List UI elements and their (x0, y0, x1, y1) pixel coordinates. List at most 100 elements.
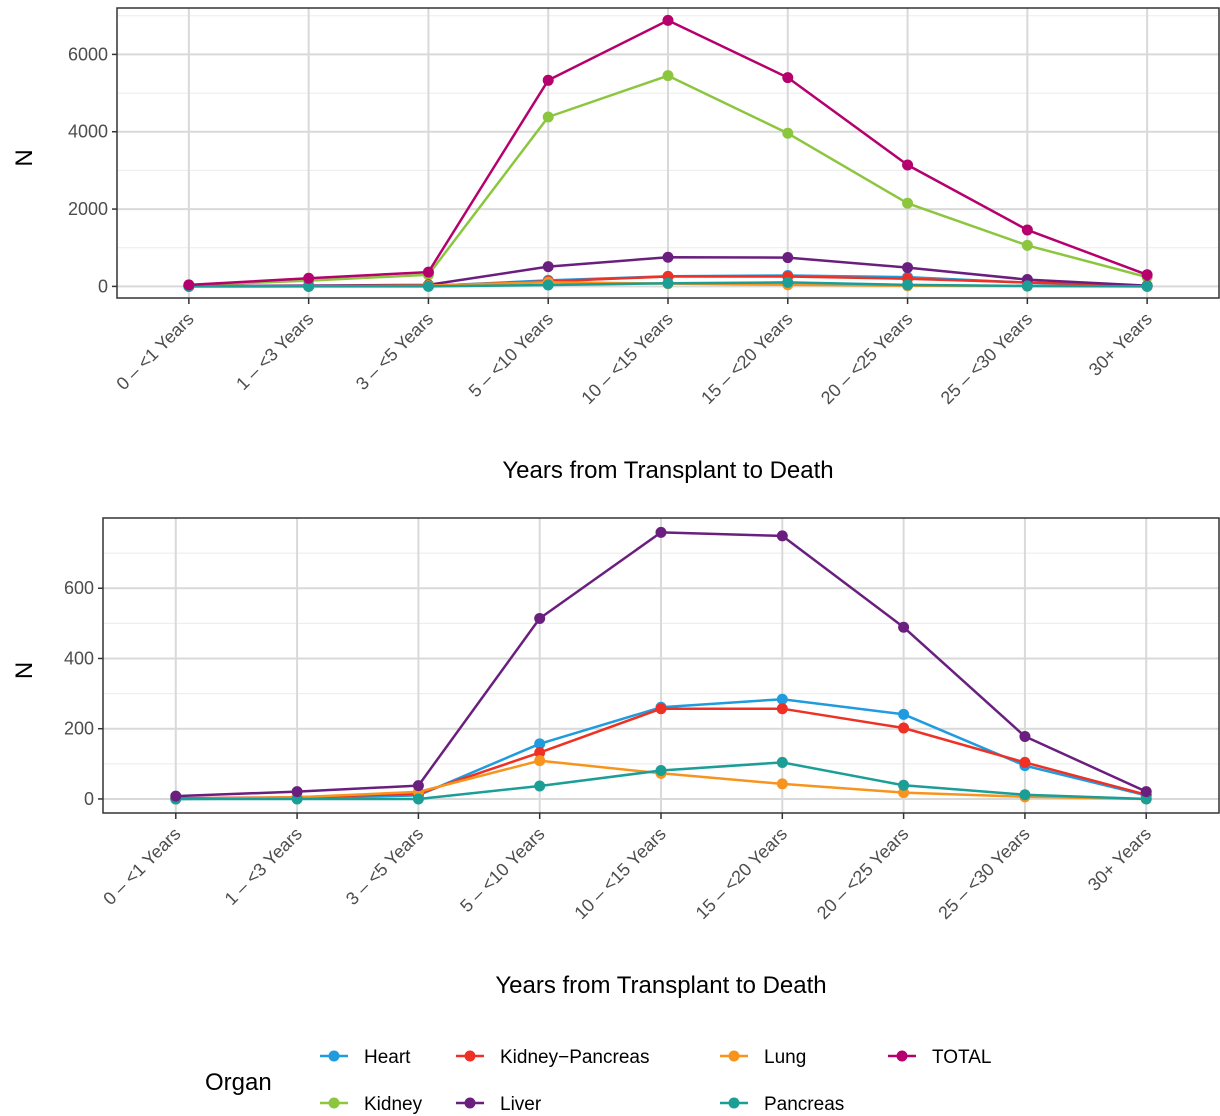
legend-key-dot-liver (464, 1097, 476, 1109)
x-tick-label: 10 – <15 Years (570, 824, 669, 923)
data-point-pancreas (776, 756, 788, 768)
data-point-kidney-pancreas (776, 703, 788, 715)
x-tick-label: 15 – <20 Years (697, 309, 796, 408)
legend-key-dot-heart (328, 1050, 340, 1062)
x-tick-label: 1 – <3 Years (221, 824, 306, 909)
legend-label-total: TOTAL (932, 1047, 991, 1068)
y-tick-label: 400 (64, 648, 94, 668)
x-tick-label: 5 – <10 Years (456, 824, 548, 916)
data-point-pancreas (898, 779, 910, 791)
legend-key-dot-kidney-pancreas (464, 1050, 476, 1062)
x-tick-label: 1 – <3 Years (232, 309, 317, 394)
data-point-liver (1019, 730, 1031, 742)
x-tick-label: 3 – <5 Years (342, 824, 427, 909)
y-axis-title: N (11, 662, 38, 679)
data-point-liver (655, 526, 667, 538)
data-point-kidney-pancreas (898, 722, 910, 734)
data-point-pancreas (534, 780, 546, 792)
data-point-kidney (1021, 239, 1033, 251)
data-point-kidney-pancreas (534, 747, 546, 759)
data-point-total (782, 72, 794, 84)
y-tick-label: 0 (84, 789, 94, 809)
data-point-liver (782, 252, 794, 264)
legend-label-kidney-pancreas: Kidney−Pancreas (500, 1047, 649, 1068)
data-point-kidney-pancreas (655, 703, 667, 715)
legend-label-pancreas: Pancreas (764, 1094, 844, 1115)
data-point-kidney (902, 197, 914, 209)
x-tick-label: 20 – <25 Years (813, 824, 912, 923)
x-axis-title: Years from Transplant to Death (502, 457, 833, 484)
legend-key-dot-lung (728, 1050, 740, 1062)
data-point-pancreas (782, 276, 794, 288)
data-point-kidney-pancreas (1019, 756, 1031, 768)
legend: Organ Heart Kidney Kidney−Pancreas Liver Lung… (205, 1047, 991, 1115)
data-point-pancreas (1019, 789, 1031, 801)
data-point-pancreas (902, 279, 914, 291)
data-point-total (422, 266, 434, 278)
x-tick-label: 0 – <1 Years (112, 309, 197, 394)
legend-key-dot-pancreas (728, 1097, 740, 1109)
x-tick-label: 30+ Years (1084, 824, 1155, 895)
x-axis-title: Years from Transplant to Death (495, 972, 826, 999)
x-tick-label: 0 – <1 Years (99, 824, 184, 909)
data-point-heart (776, 693, 788, 705)
data-point-kidney (782, 127, 794, 139)
data-point-liver (542, 261, 554, 273)
data-point-pancreas (655, 765, 667, 777)
data-point-liver (412, 780, 424, 792)
legend-title: Organ (205, 1069, 272, 1096)
data-point-liver (291, 786, 303, 798)
data-point-kidney (662, 70, 674, 82)
x-tick-label: 10 – <15 Years (577, 309, 676, 408)
data-point-lung (776, 778, 788, 790)
x-tick-label: 25 – <30 Years (934, 824, 1033, 923)
y-axis-title: N (11, 149, 38, 166)
legend-key-dot-total (896, 1050, 908, 1062)
x-tick-label: 30+ Years (1085, 309, 1156, 380)
data-point-pancreas (1141, 280, 1153, 292)
x-tick-label: 15 – <20 Years (692, 824, 791, 923)
chart-panel-all-organs: 0 2000 4000 6000 0 – <1 Years 1 – <3 Years 3 –… (11, 7, 1220, 484)
data-point-pancreas (412, 793, 424, 805)
y-tick-label: 0 (98, 276, 108, 296)
data-point-pancreas (422, 280, 434, 292)
panel-border (116, 7, 1220, 299)
panel-border (102, 517, 1220, 814)
y-tick-label: 200 (64, 719, 94, 739)
data-point-liver (170, 790, 182, 802)
chart-panel-excluding-kidney: 0 200 400 600 0 – <1 Years 1 – <3 Years 3 – <5… (11, 517, 1220, 999)
data-point-total (303, 272, 315, 284)
x-tick-label: 20 – <25 Years (817, 309, 916, 408)
data-point-total (1021, 224, 1033, 236)
data-point-pancreas (1021, 280, 1033, 292)
y-tick-label: 4000 (68, 122, 108, 142)
data-point-kidney (542, 111, 554, 123)
data-point-liver (662, 251, 674, 263)
data-point-pancreas (662, 277, 674, 289)
data-point-total (183, 279, 195, 291)
legend-label-liver: Liver (500, 1094, 542, 1115)
data-point-heart (534, 738, 546, 750)
legend-label-lung: Lung (764, 1047, 806, 1068)
legend-label-heart: Heart (364, 1047, 411, 1068)
x-tick-label: 25 – <30 Years (937, 309, 1036, 408)
data-point-lung (534, 755, 546, 767)
legend-key-dot-kidney (328, 1097, 340, 1109)
x-tick-label: 5 – <10 Years (465, 309, 557, 401)
data-point-liver (776, 530, 788, 542)
data-point-total (1141, 269, 1153, 281)
y-tick-label: 600 (64, 578, 94, 598)
legend-label-kidney: Kidney (364, 1094, 423, 1115)
data-point-liver (902, 262, 914, 274)
data-point-liver (898, 621, 910, 633)
data-point-heart (898, 708, 910, 720)
data-point-total (662, 14, 674, 26)
data-point-liver (534, 612, 546, 624)
data-point-total (542, 74, 554, 86)
data-point-liver (1140, 786, 1152, 798)
data-point-pancreas (303, 280, 315, 292)
data-point-total (902, 159, 914, 171)
y-tick-label: 2000 (68, 199, 108, 219)
y-tick-label: 6000 (68, 44, 108, 64)
